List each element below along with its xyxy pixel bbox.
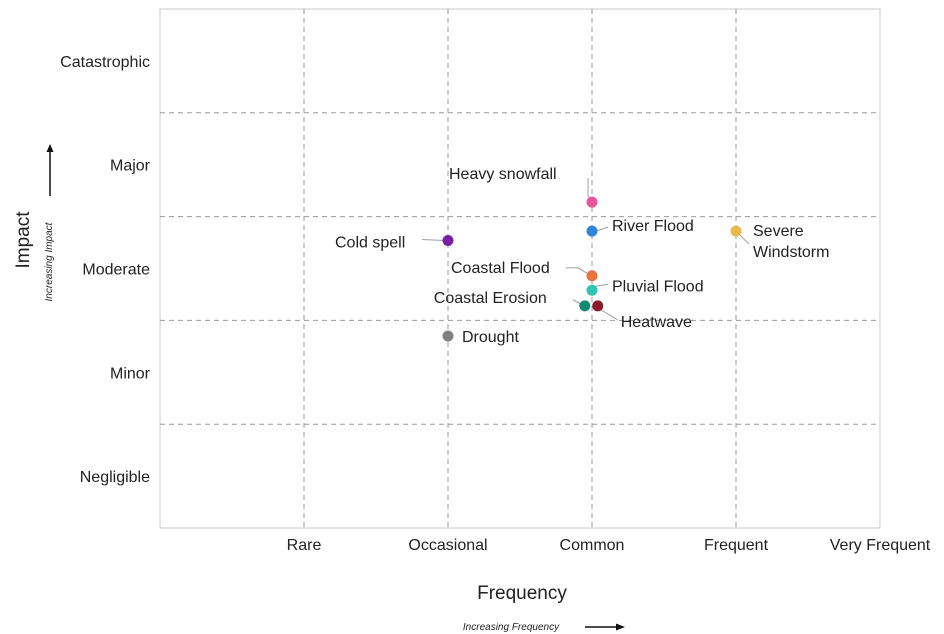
plot-frame bbox=[159, 8, 881, 529]
y-axis-title: Impact bbox=[13, 211, 34, 269]
data-point bbox=[586, 270, 598, 282]
leader-line bbox=[572, 299, 582, 305]
data-point bbox=[586, 284, 598, 296]
data-point bbox=[579, 300, 591, 312]
point-labels: Heavy snowfall River Flood Cold spell Sever… bbox=[335, 166, 829, 346]
leader-line bbox=[595, 226, 609, 232]
point-label: Coastal Flood bbox=[451, 260, 550, 277]
data-point bbox=[586, 225, 598, 237]
leader-line bbox=[595, 283, 609, 287]
data-point bbox=[592, 300, 604, 312]
y-tick-labels: Negligible Minor Moderate Major Catastrophic bbox=[60, 54, 150, 486]
y-tick-label: Negligible bbox=[80, 469, 150, 486]
point-label: Drought bbox=[462, 329, 519, 346]
point-label: River Flood bbox=[612, 218, 694, 235]
x-axis-subtitle: Increasing Frequency bbox=[463, 622, 560, 633]
y-tick-label: Catastrophic bbox=[60, 54, 150, 71]
point-label: Heatwave bbox=[621, 314, 692, 331]
x-axis-arrowhead bbox=[616, 623, 625, 631]
x-tick-label: Rare bbox=[287, 537, 322, 554]
grid bbox=[159, 8, 881, 529]
leader-line bbox=[738, 233, 750, 245]
data-point bbox=[586, 196, 598, 208]
y-tick-label: Major bbox=[110, 158, 151, 175]
y-axis-subtitle: Increasing Impact bbox=[44, 221, 55, 301]
leader-line bbox=[421, 238, 445, 241]
y-tick-label: Moderate bbox=[82, 262, 150, 279]
data-point bbox=[442, 234, 454, 246]
data-points bbox=[442, 196, 742, 342]
y-tick-label: Minor bbox=[110, 365, 151, 382]
y-axis-arrowhead bbox=[46, 144, 54, 152]
leader-line bbox=[566, 267, 589, 275]
point-label: Severe Windstorm bbox=[753, 223, 829, 261]
point-label: Cold spell bbox=[335, 234, 405, 251]
x-tick-label: Occasional bbox=[408, 537, 487, 554]
x-axis-title: Frequency bbox=[477, 583, 567, 604]
x-tick-label: Frequent bbox=[704, 537, 769, 554]
point-label: Heavy snowfall bbox=[449, 166, 557, 183]
data-point bbox=[730, 225, 742, 237]
x-tick-label: Very Frequent bbox=[830, 537, 931, 554]
x-tick-label: Common bbox=[560, 537, 625, 554]
point-label: Pluvial Flood bbox=[612, 278, 704, 295]
point-label: Coastal Erosion bbox=[434, 290, 547, 307]
x-tick-labels: Rare Occasional Common Frequent Very Frequen… bbox=[287, 537, 931, 554]
data-point bbox=[442, 330, 454, 342]
leader-line bbox=[600, 309, 619, 321]
